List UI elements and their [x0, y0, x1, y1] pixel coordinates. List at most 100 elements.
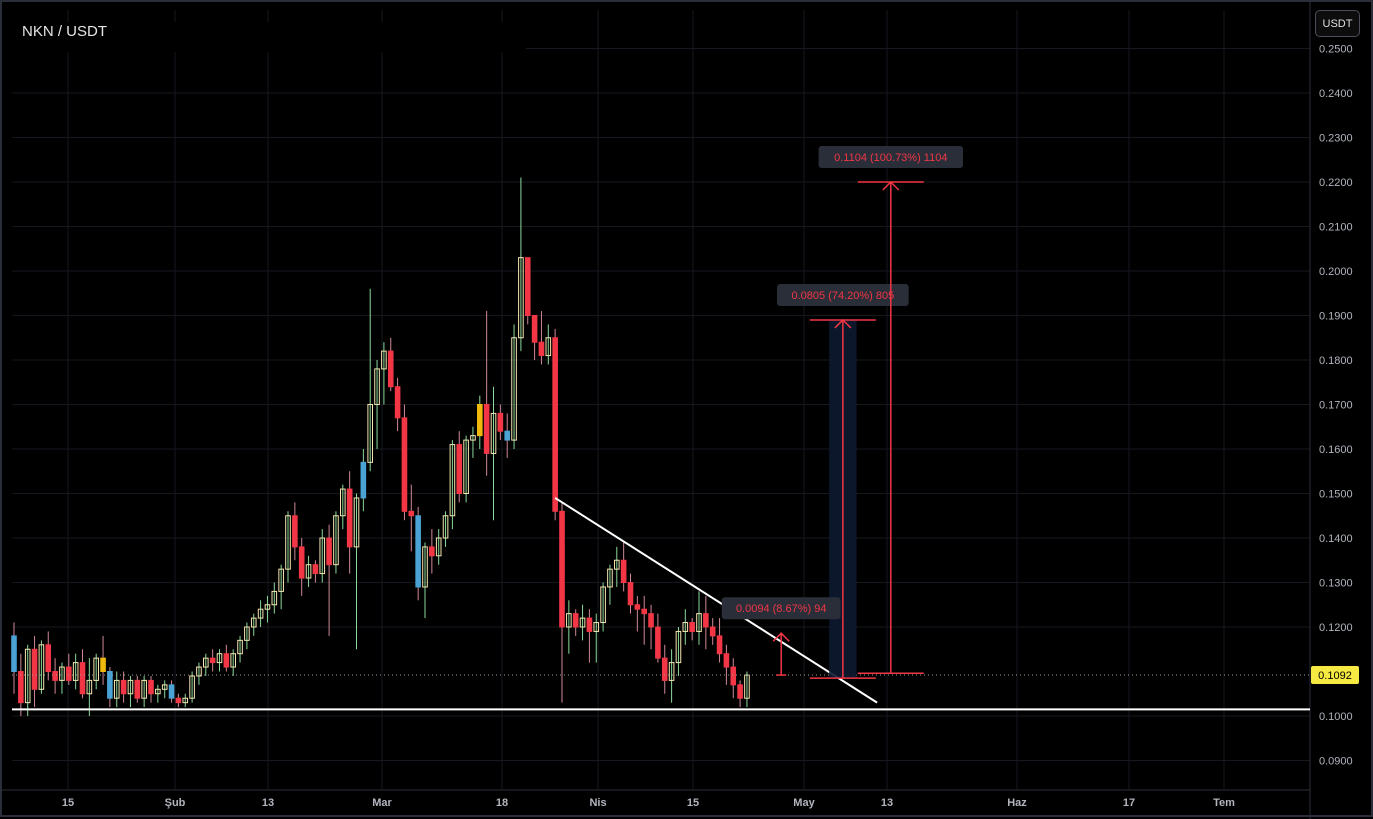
- y-tick-label: 0.1600: [1319, 444, 1353, 456]
- candle-body: [552, 337, 558, 512]
- candle: [456, 431, 463, 503]
- candle: [497, 404, 504, 441]
- candle: [312, 560, 319, 583]
- candle: [264, 595, 271, 623]
- candle-body: [408, 510, 415, 517]
- candle: [340, 484, 346, 530]
- y-tick-label: 0.1800: [1319, 355, 1353, 367]
- candle-body: [614, 559, 620, 570]
- candle-body: [429, 546, 435, 557]
- candle-body: [264, 604, 271, 610]
- y-tick-label: 0.1400: [1319, 533, 1353, 545]
- candle: [593, 613, 600, 663]
- measure-arrow[interactable]: 0.0805 (74.20%) 805: [777, 283, 909, 679]
- measure-arrow[interactable]: 0.0094 (8.67%) 94: [721, 597, 841, 676]
- candle-body: [422, 546, 428, 588]
- candle-body: [285, 515, 291, 570]
- candle-body: [566, 613, 572, 628]
- candle: [189, 671, 195, 703]
- candle: [559, 502, 565, 703]
- candle: [655, 613, 661, 663]
- candle-body: [730, 666, 737, 686]
- candle: [572, 609, 579, 636]
- candle-body: [216, 653, 223, 664]
- candle: [627, 573, 634, 614]
- x-axis: 15 Şub 13 Mar 18 Nis 15 May 13 Haz 17 Tem: [62, 797, 1235, 809]
- candle: [148, 675, 154, 703]
- candle-body: [703, 613, 709, 628]
- candle-body: [620, 559, 627, 583]
- candle: [689, 618, 695, 641]
- candle-body: [223, 653, 230, 668]
- x-tick-label: Şub: [165, 797, 186, 809]
- candle: [586, 609, 593, 663]
- candle: [716, 618, 723, 663]
- candle-body: [477, 404, 483, 437]
- measure-label-bg: [777, 283, 909, 306]
- candle: [250, 613, 257, 636]
- candle-body: [675, 630, 682, 664]
- candle: [353, 493, 360, 650]
- y-tick-label: 0.1700: [1319, 400, 1353, 412]
- candle: [634, 595, 641, 632]
- candle: [723, 644, 730, 685]
- candle-body: [127, 679, 134, 695]
- candle-body: [435, 537, 442, 557]
- candle-body: [333, 515, 339, 566]
- candle: [394, 377, 401, 432]
- candle-body: [394, 386, 401, 419]
- measure-arrow[interactable]: 0.1104 (100.73%) 1104: [818, 146, 963, 675]
- candle-body: [737, 684, 743, 699]
- candle-body: [59, 666, 65, 681]
- candle: [45, 631, 52, 681]
- candle-body: [203, 657, 209, 668]
- candle: [113, 671, 120, 708]
- candle: [429, 529, 435, 574]
- candle-body: [415, 515, 421, 588]
- candle-body: [11, 635, 17, 673]
- candle-body: [490, 412, 497, 454]
- candle: [79, 649, 86, 699]
- candle-body: [655, 626, 661, 659]
- candle-body: [524, 257, 531, 316]
- y-tick-label: 0.2100: [1319, 222, 1353, 234]
- measure-label: 0.0094 (8.67%) 94: [736, 603, 827, 615]
- candle-body: [93, 657, 100, 681]
- measure-label-bg: [818, 146, 963, 168]
- candle: [668, 649, 675, 703]
- candle: [511, 324, 517, 449]
- currency-button[interactable]: USDT: [1315, 10, 1360, 37]
- candle-body: [374, 368, 380, 405]
- candle: [93, 653, 100, 690]
- candle-body: [689, 622, 695, 632]
- candle: [415, 506, 421, 601]
- candle: [504, 413, 510, 458]
- x-tick-label: 15: [62, 797, 74, 809]
- candle: [422, 542, 428, 619]
- candle-body: [209, 657, 216, 664]
- candle-body: [716, 635, 723, 655]
- candle: [566, 600, 572, 654]
- candle-body: [449, 444, 456, 517]
- candle-body: [292, 515, 298, 548]
- candle: [703, 595, 709, 650]
- y-tick-label: 0.1300: [1319, 578, 1353, 590]
- candle: [209, 649, 216, 672]
- candle-body: [31, 648, 38, 690]
- trendline[interactable]: [554, 497, 878, 704]
- candle: [401, 404, 408, 521]
- candles-layer: [11, 177, 750, 716]
- candle: [134, 675, 141, 703]
- candle: [182, 693, 189, 708]
- candle-body: [182, 697, 189, 704]
- candle: [518, 177, 524, 352]
- candle-body: [470, 435, 476, 441]
- candle: [230, 649, 236, 676]
- candle-body: [312, 564, 319, 575]
- y-tick-label: 0.2000: [1319, 266, 1353, 278]
- candle: [620, 542, 627, 592]
- candle: [442, 511, 449, 547]
- candle-body: [634, 604, 641, 610]
